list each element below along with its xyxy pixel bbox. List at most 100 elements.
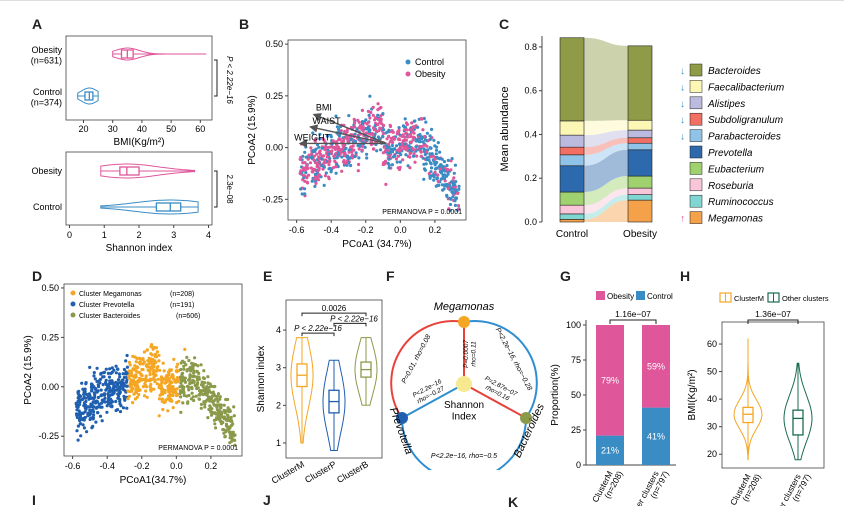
a-shannon-pvalue: 2.3e−08	[225, 174, 234, 204]
d-point	[189, 397, 193, 401]
d-point	[215, 403, 219, 407]
b-point	[388, 140, 392, 144]
d-point	[80, 397, 85, 401]
b-point	[427, 171, 431, 176]
b-point	[334, 171, 338, 175]
c-bar-segment	[559, 213, 585, 220]
b-point	[395, 160, 399, 164]
b-point	[407, 144, 411, 148]
b-point	[437, 183, 441, 187]
d-point	[166, 409, 170, 413]
d-point	[129, 378, 133, 382]
b-point	[304, 165, 308, 169]
d-point	[171, 406, 175, 410]
d-point	[149, 389, 153, 393]
d-point	[82, 388, 86, 392]
d-point	[81, 423, 85, 427]
c-ytick-label: 0.6	[524, 86, 537, 96]
b-point	[390, 143, 394, 148]
d-point	[135, 380, 139, 384]
b-point	[365, 152, 369, 156]
d-point	[153, 379, 157, 384]
d-point	[89, 389, 94, 393]
h-ytick-label: 50	[707, 367, 717, 377]
b-point	[414, 139, 418, 143]
c-ytick-label: 0.0	[524, 217, 537, 227]
b-point	[304, 171, 308, 175]
d-point	[82, 418, 86, 422]
f-node-label: Megamonas	[434, 301, 495, 313]
b-point	[404, 131, 408, 135]
d-point	[155, 382, 159, 386]
g-bar-label: 21%	[601, 445, 619, 455]
b-point	[346, 154, 350, 158]
b-point	[435, 177, 439, 181]
h-other-clusters-box	[792, 409, 804, 436]
b-point	[412, 148, 416, 152]
b-point	[419, 149, 423, 153]
d-point	[183, 347, 187, 351]
g-bar-label: 59%	[647, 361, 665, 371]
d-point	[213, 394, 217, 398]
d-point	[144, 379, 148, 383]
d-point	[89, 416, 93, 420]
d-point	[92, 410, 96, 414]
d-point	[74, 412, 79, 416]
d-point	[179, 395, 183, 399]
d-point	[212, 418, 216, 422]
c-ytick-label: 0.2	[524, 173, 537, 183]
d-point	[154, 346, 158, 350]
c-legend-swatch	[689, 112, 703, 126]
b-point	[394, 157, 398, 161]
a-bmi-xtick-label: 60	[195, 124, 205, 134]
d-point	[144, 385, 149, 389]
d-point	[145, 364, 149, 368]
b-annotation: PERMANOVA P = 0.0001	[382, 209, 462, 216]
b-point	[387, 166, 391, 170]
b-point	[448, 196, 452, 200]
d-point	[203, 381, 207, 385]
b-point	[436, 141, 440, 145]
d-point	[227, 425, 231, 429]
d-point	[104, 367, 108, 371]
d-point	[223, 434, 227, 439]
d-point	[128, 381, 132, 385]
d-point	[161, 361, 165, 365]
g-legend-swatch	[596, 291, 605, 300]
b-point	[380, 122, 384, 126]
d-point	[143, 382, 147, 386]
d-point	[195, 369, 199, 373]
d-point	[110, 393, 114, 397]
b-point	[397, 142, 402, 146]
a-shannon-obesity-violin	[100, 163, 196, 179]
b-point	[330, 145, 334, 149]
e-ytick-label: 4	[276, 325, 281, 335]
d-point	[119, 404, 123, 408]
d-point	[79, 434, 83, 438]
d-point	[218, 410, 222, 414]
d-point	[182, 364, 186, 368]
panel-label-f: F	[386, 268, 395, 284]
b-point	[303, 187, 307, 191]
b-point	[347, 114, 351, 118]
d-point	[199, 363, 203, 367]
b-point	[430, 174, 434, 178]
panel-h-bmi-violin: ClusterM(n=208) Other clusters(n=797)2030…	[687, 292, 829, 506]
d-point	[200, 389, 204, 393]
b-point	[415, 154, 419, 158]
b-point	[434, 152, 438, 156]
g-bar-segment	[642, 407, 670, 465]
b-point	[451, 195, 455, 199]
d-point	[128, 374, 132, 378]
c-legend-swatch	[689, 162, 703, 175]
b-point	[403, 128, 407, 132]
d-point	[95, 379, 99, 384]
d-point	[151, 377, 155, 381]
d-ytick-label: 0.25	[41, 332, 59, 342]
b-point	[382, 128, 386, 132]
b-point	[371, 105, 375, 109]
b-point	[409, 140, 413, 144]
d-point	[126, 397, 130, 401]
b-point	[393, 147, 397, 151]
